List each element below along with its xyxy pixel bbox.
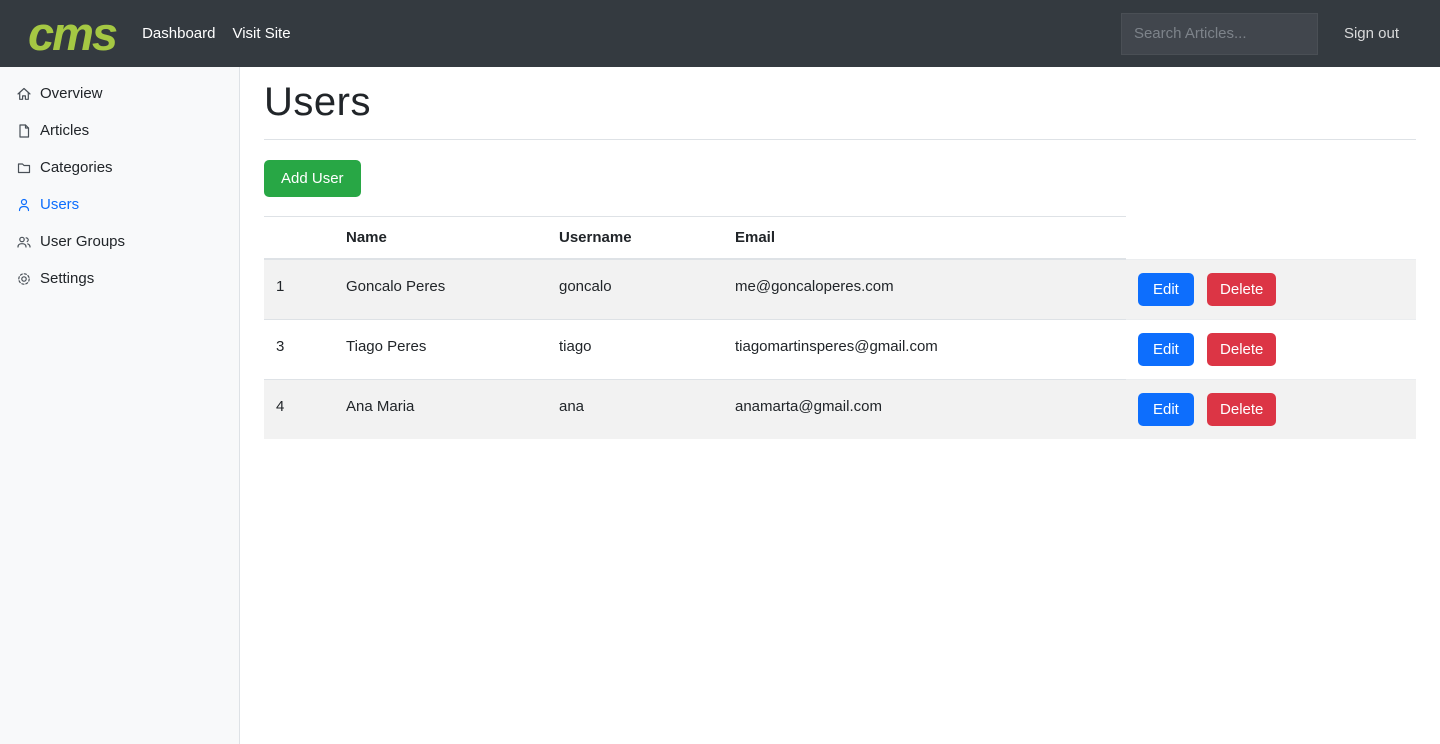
cms-logo[interactable]: cms xyxy=(28,7,118,60)
user-username: ana xyxy=(547,379,723,439)
sidebar-item-label: Users xyxy=(40,196,80,213)
user-id: 1 xyxy=(264,258,334,320)
users-table: Name Username Email 1 Goncalo Peres gonc… xyxy=(264,216,1416,439)
sidebar-item-label: Settings xyxy=(40,270,95,287)
sidebar-item-label: Articles xyxy=(40,122,90,139)
edit-button[interactable]: Edit xyxy=(1138,393,1194,426)
table-row: 4 Ana Maria ana anamarta@gmail.com Edit … xyxy=(264,379,1416,439)
column-header-name: Name xyxy=(334,216,547,260)
nav-link-dashboard[interactable]: Dashboard xyxy=(142,25,216,42)
delete-button[interactable]: Delete xyxy=(1207,272,1277,306)
sidebar-item-label: Categories xyxy=(40,159,113,176)
table-row: 3 Tiago Peres tiago tiagomartinsperes@gm… xyxy=(264,319,1416,380)
user-id: 4 xyxy=(264,379,334,439)
sidebar-item-settings[interactable]: Settings xyxy=(0,260,239,297)
page-title: Users xyxy=(264,80,371,124)
user-group-icon xyxy=(16,234,32,250)
file-icon xyxy=(16,123,32,139)
column-header-email: Email xyxy=(723,216,1126,260)
user-id: 3 xyxy=(264,319,334,380)
nav-link-visit-site[interactable]: Visit Site xyxy=(232,25,291,42)
user-icon xyxy=(16,197,32,213)
edit-button[interactable]: Edit xyxy=(1138,333,1194,366)
sidebar-item-users[interactable]: Users xyxy=(0,186,239,223)
user-email: anamarta@gmail.com xyxy=(723,379,1126,439)
add-user-button[interactable]: Add User xyxy=(264,160,361,197)
delete-button[interactable]: Delete xyxy=(1207,393,1277,426)
sign-out-link[interactable]: Sign out xyxy=(1343,25,1399,42)
user-name: Ana Maria xyxy=(334,379,547,439)
sidebar-item-categories[interactable]: Categories xyxy=(0,149,239,186)
search-input[interactable] xyxy=(1120,12,1318,55)
column-header-username: Username xyxy=(547,216,723,260)
sidebar-item-articles[interactable]: Articles xyxy=(0,112,239,149)
sidebar-item-label: User Groups xyxy=(40,233,126,250)
edit-button[interactable]: Edit xyxy=(1138,272,1194,306)
user-username: goncalo xyxy=(547,258,723,320)
sidebar-item-user-groups[interactable]: User Groups xyxy=(0,223,239,260)
title-divider xyxy=(264,139,1416,140)
sidebar: Overview Articles Categories xyxy=(0,67,240,744)
user-name: Tiago Peres xyxy=(334,319,547,380)
folder-icon xyxy=(16,160,32,176)
sidebar-item-label: Overview xyxy=(40,85,103,102)
delete-button[interactable]: Delete xyxy=(1207,333,1277,366)
user-email: tiagomartinsperes@gmail.com xyxy=(723,319,1126,380)
user-email: me@goncaloperes.com xyxy=(723,258,1126,320)
main-content: Users Add User Name Username Email xyxy=(240,67,1440,744)
table-header-row: Name Username Email xyxy=(264,216,1416,260)
sidebar-item-overview[interactable]: Overview xyxy=(0,75,239,112)
table-row: 1 Goncalo Peres goncalo me@goncaloperes.… xyxy=(264,258,1416,320)
column-header-id xyxy=(264,216,334,260)
user-username: tiago xyxy=(547,319,723,380)
user-name: Goncalo Peres xyxy=(334,258,547,320)
home-icon xyxy=(16,86,32,102)
top-navbar: cms Dashboard Visit Site Sign out xyxy=(0,0,1440,67)
gear-icon xyxy=(16,271,32,287)
column-header-actions xyxy=(1126,216,1416,260)
